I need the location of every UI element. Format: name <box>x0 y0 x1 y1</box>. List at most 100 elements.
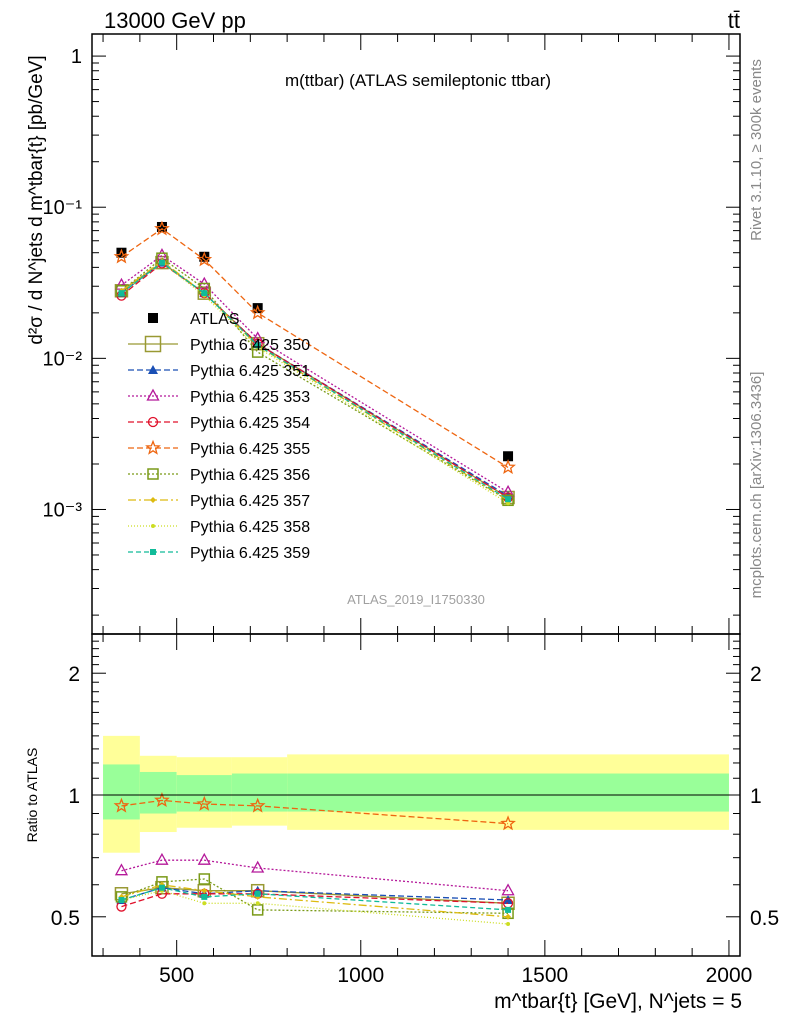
ratio-band-inner <box>287 773 729 812</box>
main-line-series-6 <box>121 257 509 501</box>
x-axis-label: m^tbar{t} [GeV], N^jets = 5 <box>494 990 742 1013</box>
main-y-tick-label: 10⁻² <box>43 348 83 370</box>
main-point-series-9 <box>158 259 165 266</box>
process-label: tt̄ <box>728 8 740 33</box>
ratio-line-series-4 <box>121 893 509 908</box>
ratio-point-series-3 <box>251 860 265 873</box>
ratio-point-series-6 <box>198 873 211 885</box>
x-tick-label: 2000 <box>706 964 753 987</box>
main-line-series-3 <box>121 254 509 493</box>
legend-entry-0-label: ATLAS <box>190 311 240 328</box>
main-point-series-0 <box>503 451 514 462</box>
main-y-tick-label: 1 <box>71 46 82 68</box>
ratio-point-series-9 <box>505 906 512 913</box>
ratio-y-tick-label-right: 2 <box>750 663 762 686</box>
legend-entry-3-label: Pythia 6.425 353 <box>190 389 310 406</box>
ratio-point-series-9 <box>201 893 208 900</box>
main-point-series-0 <box>199 251 210 262</box>
legend-entry-8-marker <box>151 524 155 528</box>
ratio-y-tick-label-left: 0.5 <box>51 907 80 930</box>
ratio-point-series-9 <box>118 897 125 904</box>
legend-entry-2-marker <box>148 365 158 374</box>
ratio-line-series-8 <box>121 890 509 925</box>
ratio-y-tick-label-right: 0.5 <box>750 907 779 930</box>
ratio-line-series-9 <box>121 887 509 911</box>
x-tick-label: 1000 <box>337 964 384 987</box>
legend-entry-5-label: Pythia 6.425 355 <box>190 441 310 458</box>
ratio-point-series-3 <box>114 863 129 876</box>
main-point-series-6 <box>502 494 514 507</box>
ratio-point-series-9 <box>158 884 165 891</box>
ratio-point-series-7 <box>201 887 208 894</box>
ratio-line-series-6 <box>121 878 509 914</box>
ratio-point-series-3 <box>501 883 515 896</box>
ratio-line-series-5 <box>121 799 509 825</box>
main-point-series-8 <box>506 501 511 506</box>
plot-title: m(ttbar) (ATLAS semileptonic ttbar) <box>285 71 551 90</box>
ratio-band-inner <box>103 764 140 820</box>
source-label: mcplots.cern.ch [arXiv:1306.3436] <box>748 372 765 599</box>
legend-entry-4-label: Pythia 6.425 354 <box>190 415 310 432</box>
main-point-series-0 <box>116 247 127 258</box>
rivet-label: Rivet 3.1.10, ≥ 300k events <box>748 59 765 241</box>
main-point-series-9 <box>201 290 208 297</box>
ratio-band-inner <box>139 771 177 814</box>
main-point-series-5 <box>113 248 130 264</box>
main-point-series-5 <box>249 304 266 320</box>
main-point-series-9 <box>254 342 261 349</box>
legend-entry-2-label: Pythia 6.425 351 <box>190 363 310 380</box>
ratio-y-ticks: 0.5 0.5 1 1 2 2 <box>51 633 779 957</box>
legend-entry-9-marker <box>150 549 156 555</box>
ratio-band-inner <box>176 775 232 812</box>
main-point-series-5 <box>154 220 170 236</box>
ratio-line-series-3 <box>121 859 509 892</box>
main-line-series-8 <box>121 261 509 504</box>
ratio-point-series-5 <box>500 815 516 831</box>
ratio-error-bands <box>103 735 729 853</box>
main-y-tick-label: 10⁻³ <box>43 499 83 521</box>
main-y-tick-label: 10⁻¹ <box>43 197 83 219</box>
analysis-id: ATLAS_2019_I1750330 <box>347 592 485 607</box>
legend-entry-1-label: Pythia 6.425 350 <box>190 337 310 354</box>
main-line-series-5 <box>121 228 509 468</box>
ratio-series-layer <box>113 792 516 926</box>
main-point-series-5 <box>500 459 516 475</box>
legend-entry-7-label: Pythia 6.425 357 <box>190 493 310 510</box>
ratio-point-series-6 <box>251 904 264 916</box>
legend-entry-0-marker <box>148 313 158 323</box>
legend-entry-4-marker <box>147 416 159 428</box>
main-y-ticks: 10⁻³ 10⁻² 10⁻¹ 1 <box>43 46 740 616</box>
legend-entry-6-marker <box>147 468 159 480</box>
energy-label: 13000 GeV pp <box>104 8 246 33</box>
main-point-series-9 <box>505 496 512 503</box>
ratio-y-tick-label-left: 1 <box>68 785 80 808</box>
legend-entry-6-label: Pythia 6.425 356 <box>190 467 310 484</box>
ratio-point-series-3 <box>197 852 211 865</box>
ratio-point-series-1 <box>155 880 169 895</box>
main-point-series-1 <box>250 336 265 351</box>
legend-entry-7-marker <box>150 497 156 503</box>
main-point-series-0 <box>156 221 167 232</box>
ratio-point-series-3 <box>155 852 169 865</box>
ratio-point-series-7 <box>505 913 512 920</box>
main-plot-frame <box>91 33 741 635</box>
ratio-point-series-8 <box>202 901 207 906</box>
ratio-y-tick-label-right: 1 <box>750 785 762 808</box>
x-axis-ticks: 500 1000 1500 2000 <box>102 34 753 987</box>
ratio-point-series-5 <box>154 792 170 808</box>
x-tick-label: 1500 <box>522 964 569 987</box>
ratio-point-series-5 <box>249 797 266 813</box>
x-tick-label: 500 <box>159 964 194 987</box>
ratio-point-series-2 <box>503 895 514 905</box>
ratio-point-series-5 <box>113 797 130 813</box>
legend-entry-1-marker <box>144 335 162 353</box>
legend-entry-9-label: Pythia 6.425 359 <box>190 545 310 562</box>
main-point-series-5 <box>196 251 213 267</box>
main-series-layer <box>113 220 516 507</box>
legend-entry-8-label: Pythia 6.425 358 <box>190 519 310 536</box>
ratio-point-series-8 <box>506 921 511 926</box>
ratio-y-tick-label-left: 2 <box>68 663 80 686</box>
main-line-series-9 <box>121 261 509 500</box>
legend-entry-3-marker <box>146 388 160 401</box>
